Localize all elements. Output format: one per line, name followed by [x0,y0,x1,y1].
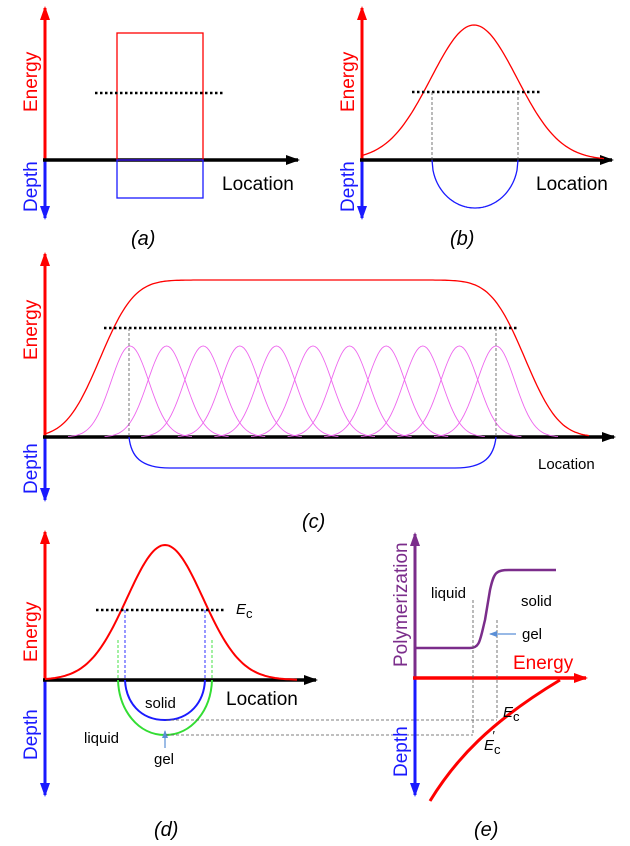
panel-c-depth-curve [128,436,497,469]
panel-d-solid-label: solid [145,695,176,712]
panel-e-ec-main: E [503,704,514,721]
panel-c-overlap-curve [141,345,266,438]
panel-e-ec-prime-main: E [484,737,495,754]
panel-d-gel-label: gel [154,751,174,768]
panel-d: Ec solid liquid gel Energy Depth Locatio… [21,530,318,841]
panel-d-energy-curve [44,543,298,681]
panel-d-energy-label: Energy [21,601,42,662]
panel-c-overlap-curve [360,345,485,438]
panel-c-overlap-curve [177,345,302,438]
panel-e-solid-label: solid [521,593,552,610]
panel-d-caption: (d) [154,819,178,841]
panel-c-overlap-curve [214,345,339,438]
panel-a-caption: (a) [131,228,155,250]
panel-e-ec-prime-sub: c [494,742,501,757]
panel-b-depth-curve [431,159,519,209]
panel-a-depth-well [116,159,204,199]
panel-c-caption: (c) [302,511,325,533]
panel-e-caption: (e) [474,819,498,841]
panel-e: liquid solid gel Ec Ec′ Polymerization D… [391,532,588,841]
panel-e-depth-curve [428,678,561,802]
panel-e-depth-label: Depth [391,726,412,777]
panel-a: Energy Depth Location (a) [21,6,300,250]
panel-d-ec-sub: c [246,606,253,621]
panel-c-overlap-curve [104,345,229,438]
panel-e-liquid-label: liquid [431,585,466,602]
panel-b-depth-label: Depth [338,161,359,212]
panel-a-depth-label: Depth [21,161,42,212]
panel-d-depth-label: Depth [21,709,42,760]
panel-d-liquid-label: liquid [84,730,119,747]
panel-e-ec-sub: c [513,709,520,724]
panel-c-energy-label: Energy [21,299,42,360]
panel-b-caption: (b) [450,228,474,250]
panel-c: Energy Depth Location (c) [21,252,616,533]
panel-c-overlap-curve [397,345,522,438]
panel-c-location-label: Location [538,456,595,473]
panel-a-location-label: Location [222,174,294,195]
panel-e-ec-prime-label: Ec′ [484,728,501,757]
panel-d-depth-curve [124,679,206,722]
panel-c-energy-curve [44,279,590,437]
panel-e-ec-label: Ec [503,704,520,724]
panel-a-energy-label: Energy [21,51,42,112]
panel-e-gel-label: gel [522,626,542,643]
panel-a-energy-well [116,32,204,161]
panel-e-energy-label: Energy [513,653,574,674]
panel-e-polymerization-curve [415,568,556,650]
panel-c-overlap-curves [67,345,559,438]
panel-d-ec-label: Ec [236,601,253,621]
panel-c-depth-label: Depth [21,443,42,494]
panel-b-location-label: Location [536,174,608,195]
panel-c-overlap-curve [324,345,449,438]
panel-c-overlap-curve [67,345,193,438]
panel-c-overlap-curve [250,345,376,438]
panel-c-overlap-curve [287,345,412,438]
panel-b-energy-curve [361,24,605,160]
panel-d-ec-main: E [236,601,247,618]
panel-d-location-label: Location [226,689,298,710]
panel-e-ec-prime-mark: ′ [493,728,496,743]
panel-b: Energy Depth Location (b) [338,6,614,250]
panel-b-energy-label: Energy [338,51,359,112]
panel-e-polymerization-label: Polymerization [391,542,412,667]
